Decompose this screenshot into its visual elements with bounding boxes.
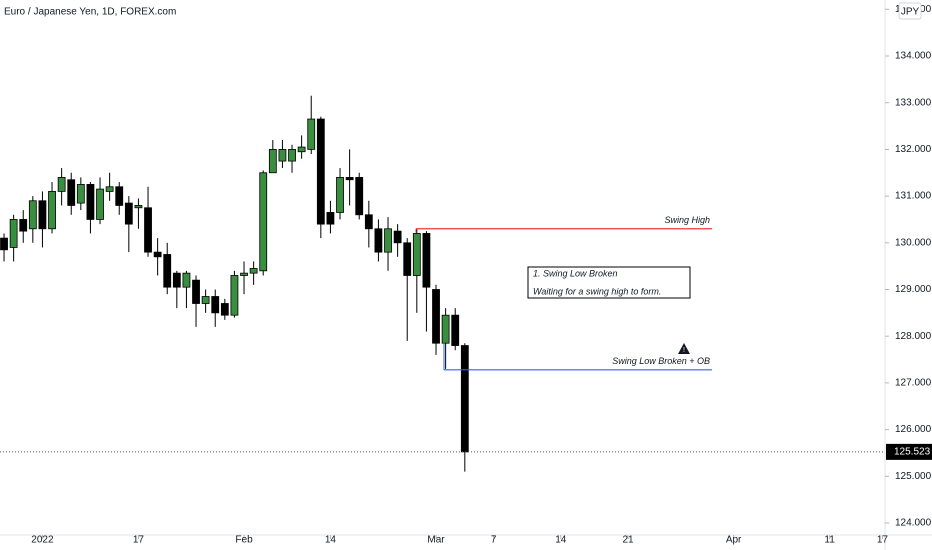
candle-body	[115, 186, 124, 206]
candle-body	[326, 212, 335, 225]
x-tick-label: 7	[491, 535, 497, 546]
candle-body	[96, 188, 104, 220]
x-tick-label: 21	[622, 535, 634, 546]
candle-body	[192, 279, 200, 304]
candle-body	[451, 314, 460, 346]
candle-body	[134, 205, 143, 209]
x-tick-label: 17	[133, 535, 145, 546]
candle-body	[249, 268, 258, 274]
y-tick-label: 133.000	[895, 97, 932, 108]
y-tick-label: 124.000	[895, 518, 932, 529]
chart-title: Euro / Japanese Yen, 1D, FOREX.com	[4, 7, 176, 18]
candle-body	[345, 177, 354, 181]
x-tick-label: 17	[877, 535, 889, 546]
warning-mark: !	[683, 347, 685, 354]
x-tick-label: 11	[824, 535, 835, 546]
candle-body	[384, 228, 392, 253]
last-price-box	[886, 443, 932, 460]
candle-body	[259, 172, 268, 272]
note-title: 1. Swing Low Broken	[533, 268, 618, 278]
y-tick-label: 131.000	[895, 191, 932, 202]
y-tick-label: 134.000	[895, 51, 932, 62]
candle-body	[240, 272, 248, 276]
candle-body	[288, 148, 296, 162]
candle-body	[172, 272, 181, 288]
candle-body	[336, 177, 344, 213]
candle-body	[355, 177, 364, 216]
swing-high-label: Swing High	[664, 215, 710, 225]
candle-body	[307, 118, 316, 150]
y-tick-label: 125.000	[895, 471, 932, 482]
currency-badge	[898, 2, 922, 20]
candle-body	[278, 148, 287, 162]
x-tick-label: Feb	[235, 535, 253, 546]
y-tick-label: 126.000	[895, 424, 932, 435]
swing-low-label: Swing Low Broken + OB	[612, 356, 710, 366]
candle-body	[364, 214, 373, 230]
candle-body	[460, 345, 469, 453]
warning-icon	[678, 343, 690, 354]
candle-body	[211, 296, 220, 314]
candle-body	[268, 148, 277, 174]
y-tick-label: 127.000	[895, 378, 932, 389]
candle-body	[374, 228, 383, 253]
candle-body	[86, 184, 95, 220]
candle-body	[393, 230, 402, 244]
last-price-label: 125.523	[894, 447, 931, 458]
candle-body	[432, 289, 440, 344]
note-box	[527, 266, 691, 299]
candle-body	[38, 200, 47, 230]
candle-body	[28, 200, 37, 230]
note-text: Waiting for a swing high to form.	[533, 286, 661, 296]
candle-body	[201, 296, 210, 304]
candle-body	[0, 237, 8, 251]
candle-body	[316, 118, 325, 225]
candle-body	[124, 202, 133, 225]
candle-body	[220, 303, 229, 316]
candle-body	[9, 219, 18, 248]
y-tick-label: 130.000	[895, 237, 932, 248]
candle-body	[412, 233, 421, 276]
x-tick-label: 14	[325, 535, 337, 546]
y-tick-label: 128.000	[895, 331, 932, 342]
currency-label: JPY	[901, 7, 920, 18]
x-tick-label: 14	[555, 535, 567, 546]
candle-body	[230, 275, 239, 316]
candle-body	[403, 242, 412, 276]
y-tick-label: 132.000	[895, 144, 932, 155]
candle-body	[144, 207, 152, 253]
candle-body	[422, 233, 431, 288]
candle-body	[48, 191, 56, 230]
candle-body	[57, 177, 66, 192]
candle-body	[441, 314, 450, 344]
candle-body	[163, 254, 172, 288]
x-tick-label: Apr	[726, 535, 742, 546]
candle-body	[153, 251, 162, 258]
candle-body	[297, 146, 306, 153]
x-tick-label: Mar	[427, 535, 445, 546]
y-tick-label: 129.000	[895, 284, 932, 295]
candle-body	[76, 184, 85, 204]
candle-body	[19, 219, 28, 232]
x-tick-label: 2022	[31, 535, 54, 546]
candle-body	[67, 179, 76, 206]
candle-body	[105, 186, 114, 192]
candle-body	[182, 272, 191, 288]
